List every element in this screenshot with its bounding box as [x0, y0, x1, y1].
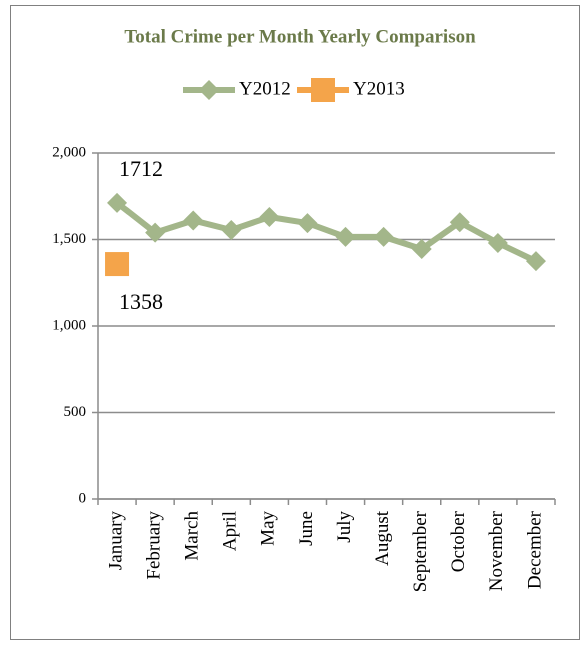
data-point [107, 192, 128, 213]
data-point [335, 226, 356, 247]
data-point [221, 219, 242, 240]
y-tick-label: 2,000 [52, 144, 86, 160]
data-point [373, 226, 394, 247]
x-tick-label: February [143, 511, 164, 580]
data-point [145, 222, 166, 243]
x-tick-label: August [372, 510, 393, 566]
x-tick-label: October [448, 510, 469, 572]
data-label: 1712 [119, 156, 163, 181]
data-point [297, 213, 318, 234]
legend-marker [311, 78, 335, 102]
x-tick-label: November [486, 510, 507, 591]
x-tick-label: June [296, 511, 317, 546]
data-point [525, 251, 546, 272]
data-point [487, 232, 508, 253]
x-tick-label: May [258, 511, 279, 546]
chart-title: Total Crime per Month Yearly Comparison [124, 26, 476, 47]
x-tick-label: January [105, 511, 126, 571]
x-tick-label: March [182, 511, 203, 561]
y-tick-label: 0 [79, 490, 87, 506]
data-point [411, 239, 432, 260]
x-tick-label: December [524, 510, 545, 589]
data-point [449, 212, 470, 233]
x-tick-label: April [220, 511, 241, 551]
legend-label: Y2013 [353, 78, 405, 99]
legend-label: Y2012 [239, 78, 291, 99]
legend-marker [199, 80, 219, 100]
data-point [259, 207, 280, 228]
data-point [105, 252, 130, 277]
x-tick-label: September [410, 510, 431, 592]
y-tick-label: 1,500 [52, 231, 86, 247]
y-tick-label: 1,000 [52, 317, 86, 333]
x-tick-label: July [334, 511, 355, 543]
data-label: 1358 [119, 289, 163, 314]
chart-frame [10, 5, 580, 640]
data-point [183, 210, 204, 231]
y-tick-label: 500 [64, 404, 87, 420]
